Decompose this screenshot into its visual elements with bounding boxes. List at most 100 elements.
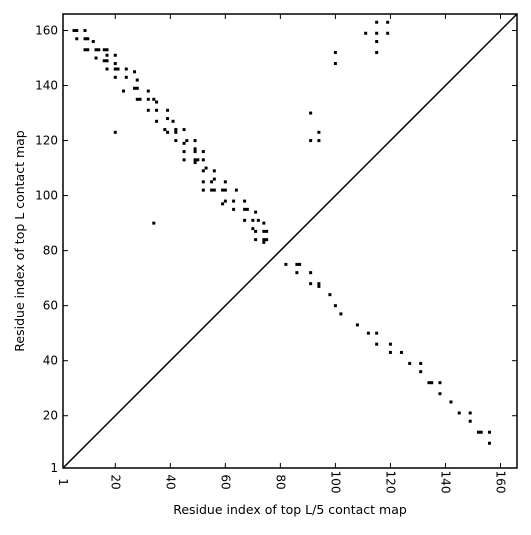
contact-point [339,312,343,316]
contact-point [193,139,197,143]
contact-point [174,130,178,134]
contact-point [193,150,197,154]
contact-point [254,210,258,214]
contact-point [102,59,106,63]
y-tick-label: 1 [50,461,58,475]
y-tick-label: 120 [35,134,58,148]
contact-point [317,282,321,286]
contact-point [135,78,139,82]
contact-point [262,221,266,225]
y-tick-label: 80 [43,244,58,258]
x-tick-label: 140 [438,471,452,494]
y-tick-label: 40 [43,354,58,368]
contact-point [193,158,197,162]
contact-point [427,381,431,385]
contact-point [333,51,337,55]
contact-point [232,207,236,211]
contact-point [105,59,109,63]
contact-point [201,150,205,154]
contact-point [83,37,87,41]
contact-point [438,392,442,396]
x-tick-label: 40 [163,474,177,489]
contact-point [468,419,472,423]
contact-point [182,141,186,145]
contact-point [201,180,205,184]
contact-point [204,166,208,170]
contact-point [388,342,392,346]
contact-point [193,147,197,151]
contact-point [487,430,491,434]
contact-point [210,180,214,184]
contact-point [262,229,266,233]
x-tick-label: 120 [383,471,397,494]
contact-point [309,282,313,286]
contact-point [251,227,255,231]
contact-point [133,86,137,90]
contact-point [105,67,109,71]
contact-point [182,128,186,132]
contact-point [399,350,403,354]
contact-point [193,161,197,165]
contact-point [133,70,137,74]
contact-point [116,67,120,71]
contact-point [124,75,128,79]
contact-point [155,108,159,112]
x-tick-label: 160 [493,471,507,494]
contact-point [83,48,87,52]
y-tick-label: 160 [35,24,58,38]
contact-point [221,188,225,192]
contact-point [138,97,142,101]
y-tick-label: 100 [35,189,58,203]
contact-point [221,202,225,206]
contact-point [317,139,321,143]
contact-point [265,238,269,242]
contact-point [201,169,205,173]
contact-point [212,188,216,192]
contact-point [309,271,313,275]
x-tick-label: 100 [328,471,342,494]
contact-point [152,221,156,225]
contact-point [479,430,483,434]
contact-point [328,293,332,297]
y-tick-label: 140 [35,79,58,93]
contact-point [309,139,313,143]
contact-point [105,53,109,57]
contact-point [457,411,461,415]
contact-point [430,381,434,385]
x-tick-label: 1 [56,478,70,486]
contact-point [375,331,379,335]
contact-point [366,331,370,335]
contact-point [375,20,379,24]
contact-point [265,229,269,233]
contact-point [419,361,423,365]
contact-point [333,304,337,308]
contact-point [375,40,379,44]
contact-point [438,381,442,385]
contact-point [113,75,117,79]
contact-point [364,31,368,35]
contact-point [86,37,90,41]
contact-point [91,40,95,44]
diagonal-line [62,13,518,469]
contact-point [223,199,227,203]
y-axis-title: Residue index of top L contact map [12,130,27,351]
contact-point [254,229,258,233]
contact-point [251,218,255,222]
contact-point [243,218,247,222]
contact-point [196,158,200,162]
contact-point [102,48,106,52]
contact-point [146,108,150,112]
contact-point [232,199,236,203]
contact-point [75,37,79,41]
contact-point [223,188,227,192]
contact-point [163,128,167,132]
contact-point [185,139,189,143]
contact-point [152,97,156,101]
contact-point [408,361,412,365]
contact-point [375,342,379,346]
contact-point [449,400,453,404]
contact-point [94,56,98,60]
contact-point [75,29,79,33]
